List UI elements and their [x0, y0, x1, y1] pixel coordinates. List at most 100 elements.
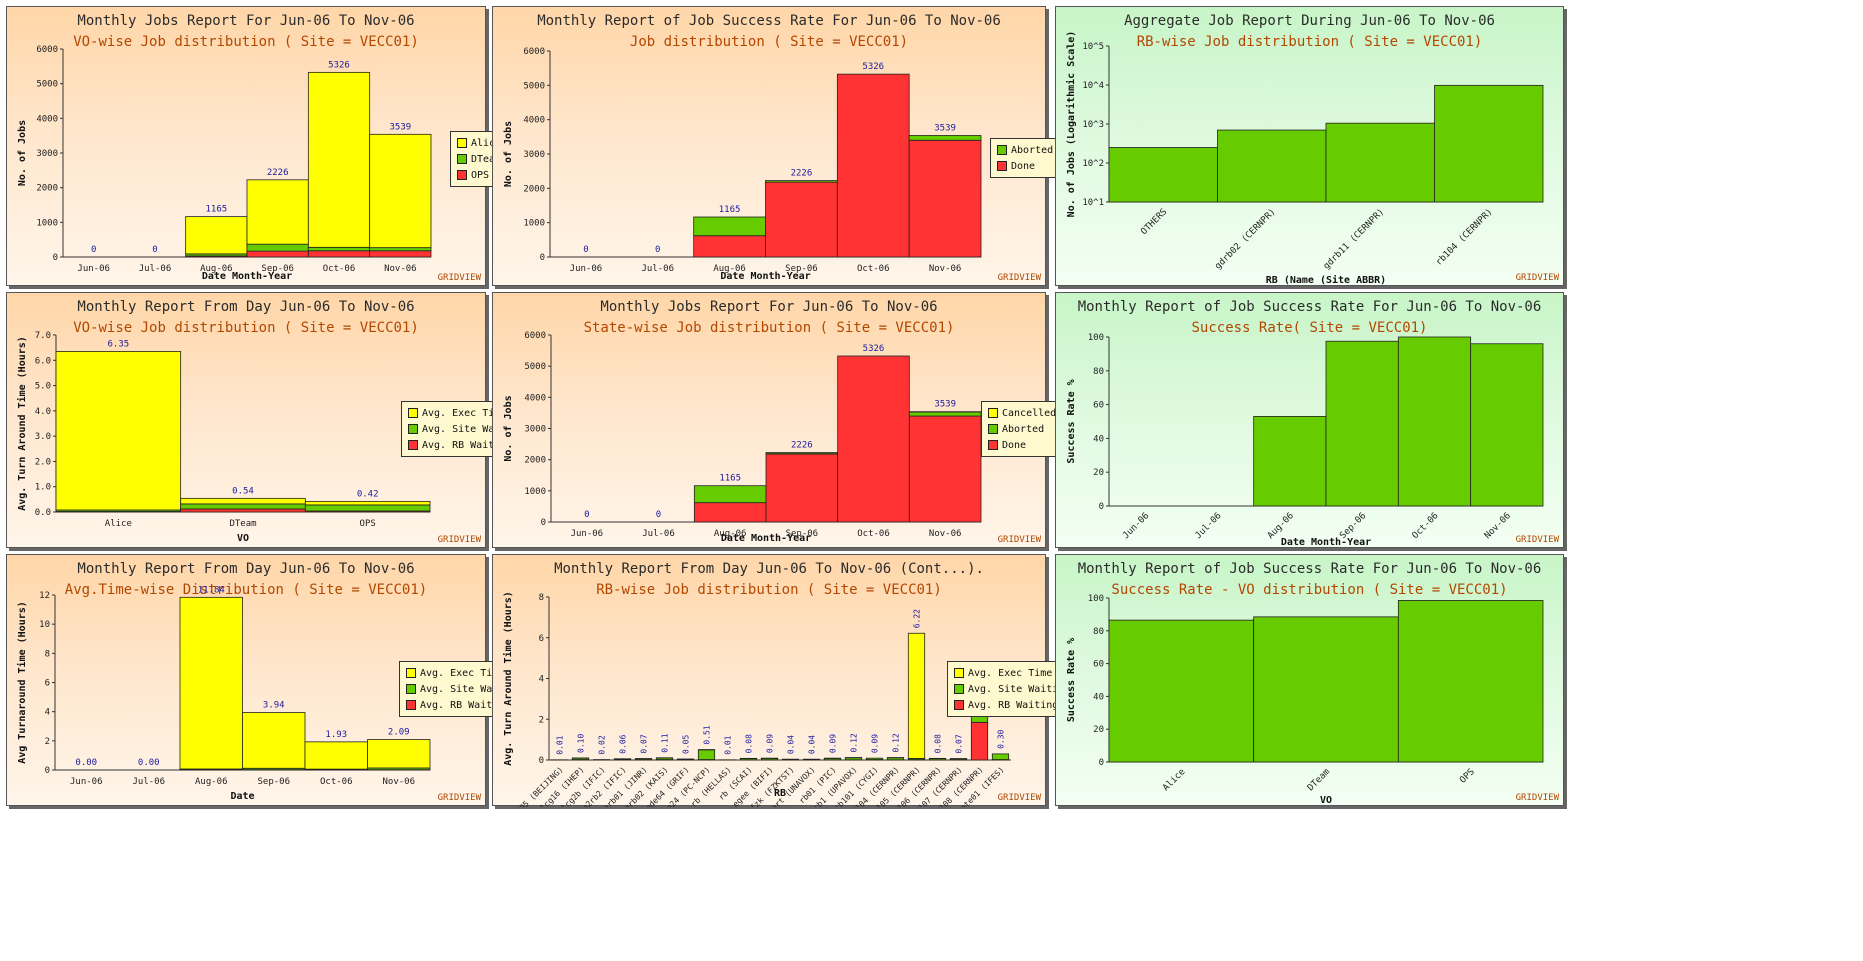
data-label: 3.94 — [263, 701, 285, 711]
bar-segment — [246, 243, 309, 252]
data-label: 0.12 — [850, 733, 859, 752]
bar-segment — [307, 71, 371, 248]
x-tick-label: Oct-06 — [857, 529, 890, 539]
chart-title: Monthly Jobs Report For Jun-06 To Nov-06 — [600, 299, 938, 315]
y-tick-label: 10^3 — [1082, 120, 1104, 130]
chart-subtitle: VO-wise Job distribution ( Site = VECC01… — [73, 34, 419, 50]
chart-plot: 0 2 4 6 8 Avg. Turn Around Time (Hours) RB 0.01… — [502, 591, 1011, 807]
chart-subtitle: Job distribution ( Site = VECC01) — [629, 34, 909, 50]
legend-item: Done — [997, 158, 1053, 174]
y-axis-label: No. of Jobs (Logarithmic Scale) — [1065, 31, 1077, 218]
y-axis-label: Success Rate % — [1066, 379, 1077, 463]
legend-item: Avg. RB Waiting — [406, 697, 522, 713]
watermark: GRIDVIEW — [437, 535, 481, 545]
y-tick-label: 60 — [1093, 660, 1104, 670]
data-label: 0.01 — [724, 735, 733, 754]
bar — [1434, 84, 1544, 203]
watermark: GRIDVIEW — [1515, 793, 1559, 803]
legend-label: Avg. Exec Time — [420, 667, 505, 679]
y-tick-label: 10 — [39, 620, 50, 630]
legend-item: Cancelled — [988, 405, 1056, 421]
bar-segment — [304, 500, 431, 506]
bar-segment — [907, 632, 926, 759]
data-label: 2.09 — [388, 728, 410, 738]
x-tick-label: DTeam — [229, 519, 256, 529]
chart-plot: 0.0 1.0 2.0 3.0 4.0 5.0 6.0 7.0 Avg. Turn Around… — [16, 331, 431, 544]
y-tick-label: 3.0 — [35, 432, 51, 442]
bar-segment — [304, 741, 368, 770]
chart-subtitle: VO-wise Job distribution ( Site = VECC01… — [73, 320, 419, 336]
chart-title: Monthly Report of Job Success Rate For J… — [1077, 299, 1542, 315]
x-tick-label: Alice — [105, 519, 132, 529]
chart-plot: 0 1000 2000 3000 4000 5000 6000 No. of Jobs Date… — [503, 47, 982, 282]
watermark: GRIDVIEW — [997, 535, 1041, 545]
data-label: 11.84 — [198, 585, 225, 595]
y-tick-label: 7.0 — [35, 331, 51, 341]
chart-subtitle: RB-wise Job distribution ( Site = VECC01… — [1136, 34, 1483, 50]
bar — [1108, 619, 1255, 763]
x-tick-label: Oct-06 — [857, 264, 890, 274]
chart-title: Monthly Report of Job Success Rate For J… — [1077, 561, 1542, 577]
chart-legend: Cancelled Aborted Done — [981, 401, 1064, 457]
legend-swatch — [954, 668, 964, 678]
y-tick-label: 4 — [539, 675, 544, 685]
legend-swatch — [408, 408, 418, 418]
y-tick-label: 20 — [1093, 468, 1104, 478]
watermark: GRIDVIEW — [1515, 535, 1559, 545]
x-tick-label: rb104 (CERNPR) — [1434, 207, 1495, 268]
x-tick-label: OPS — [1458, 767, 1477, 786]
y-tick-label: 2.0 — [35, 457, 51, 467]
x-axis-label: RB — [774, 788, 786, 799]
y-tick-label: 5.0 — [35, 382, 51, 392]
legend-item: OPS — [457, 167, 501, 183]
data-label: 0.11 — [661, 733, 670, 752]
bar-segment — [908, 411, 982, 417]
y-tick-label: 100 — [1088, 594, 1104, 604]
y-tick-label: 6000 — [524, 331, 546, 341]
legend-swatch — [997, 161, 1007, 171]
legend-swatch — [457, 154, 467, 164]
legend-item: Avg. Site Waiting — [406, 681, 522, 697]
legend-item: Avg. Exec Time — [408, 405, 524, 421]
bar — [1253, 416, 1327, 507]
y-tick-label: 4000 — [36, 114, 58, 124]
y-tick-label: 10^2 — [1082, 159, 1104, 169]
data-label: 0 — [152, 245, 157, 255]
legend-item: Avg. Exec Time — [406, 665, 522, 681]
y-tick-label: 4000 — [523, 116, 545, 126]
panel-success-rate-month: Monthly Report of Job Success Rate For J… — [1055, 292, 1564, 548]
y-tick-label: 40 — [1093, 434, 1104, 444]
legend-label: Avg. RB Waiting — [422, 439, 513, 451]
data-label: 0.10 — [577, 734, 586, 753]
legend-label: Avg. Site Waiting — [422, 423, 525, 435]
bar-segment — [837, 355, 910, 523]
bar-segment — [693, 485, 767, 504]
y-axis-label: No. of Jobs — [503, 121, 514, 187]
x-tick-label: Nov-06 — [929, 264, 962, 274]
legend-swatch — [457, 138, 467, 148]
data-label: 0 — [91, 245, 96, 255]
bar-segment — [765, 181, 838, 258]
data-label: 1165 — [205, 205, 227, 215]
y-tick-label: 6000 — [36, 45, 58, 55]
data-label: 0.00 — [138, 758, 160, 768]
data-label: 0.30 — [997, 729, 1006, 748]
y-tick-label: 0 — [541, 518, 546, 528]
x-tick-label: Jul-06 — [1194, 511, 1224, 541]
x-tick-label: Nov-06 — [1483, 511, 1513, 541]
chart-subtitle: Avg.Time-wise Distribution ( Site = VECC… — [64, 582, 428, 598]
x-tick-label: Sep-06 — [261, 264, 294, 274]
data-label: 3539 — [934, 400, 956, 410]
y-tick-label: 20 — [1093, 725, 1104, 735]
x-tick-label: Jun-06 — [70, 777, 103, 787]
bar-segment — [246, 179, 309, 245]
x-tick-label: Sep-06 — [786, 529, 819, 539]
bar-segment — [991, 753, 1010, 760]
bar — [1325, 340, 1399, 507]
x-axis-label: Date Month-Year — [202, 271, 292, 282]
bar-segment — [367, 739, 431, 769]
x-tick-label: DTeam — [1306, 767, 1332, 793]
data-label: 2226 — [791, 169, 813, 179]
legend-swatch — [408, 440, 418, 450]
